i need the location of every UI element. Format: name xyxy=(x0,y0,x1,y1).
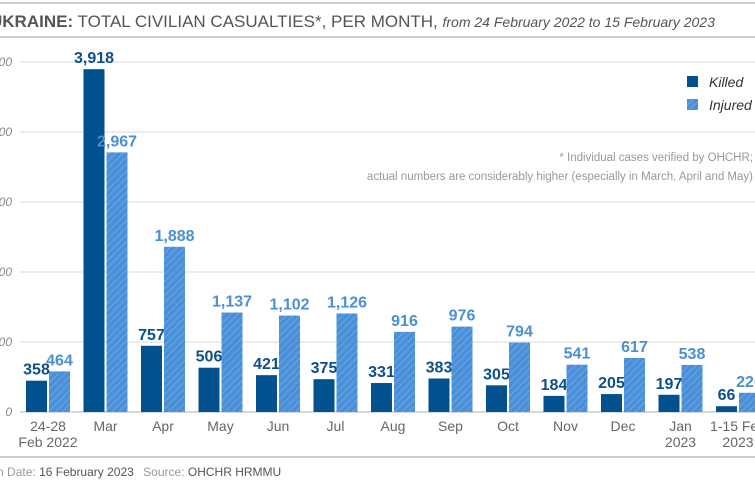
value-label-killed: 66 xyxy=(718,387,736,404)
value-label-killed: 197 xyxy=(656,376,683,393)
bar-injured xyxy=(509,342,530,412)
value-label-killed: 184 xyxy=(541,377,568,394)
x-tick-label: Mar xyxy=(93,418,117,434)
y-tick-label: 1,600 xyxy=(0,265,12,279)
value-label-injured: 916 xyxy=(391,313,418,330)
legend: Killed Injured xyxy=(687,74,753,113)
footer: Publication Date: 16 February 2023 Sourc… xyxy=(0,465,281,479)
x-tick-label: 24-28 xyxy=(30,418,66,434)
value-label-injured: 541 xyxy=(564,346,591,363)
bar-killed xyxy=(543,395,565,412)
value-label-injured: 1,888 xyxy=(154,228,194,245)
legend-label-killed: Killed xyxy=(709,74,744,90)
bar-injured xyxy=(624,358,645,412)
x-tick-label: Aug xyxy=(381,418,406,434)
value-label-killed: 331 xyxy=(368,364,395,381)
bar-killed xyxy=(313,379,335,412)
bar-injured xyxy=(336,313,358,412)
bar-injured xyxy=(164,246,185,412)
x-tick-label: 1-15 Feb xyxy=(710,418,755,434)
x-tick-label: Sep xyxy=(438,418,463,434)
bar-killed xyxy=(658,394,680,412)
value-label-injured: 1,137 xyxy=(212,294,252,311)
value-label-killed: 757 xyxy=(138,327,165,344)
value-label-injured: 538 xyxy=(679,346,706,363)
x-tick-label: Jan xyxy=(669,418,692,434)
value-label-killed: 383 xyxy=(426,359,453,376)
bar-killed xyxy=(428,378,450,412)
value-label-injured: 464 xyxy=(46,352,73,369)
y-tick-label: 800 xyxy=(0,335,12,349)
y-tick-label: 3,200 xyxy=(0,125,12,139)
x-tick-label: Jun xyxy=(267,418,290,434)
value-label-killed: 305 xyxy=(483,366,510,383)
bar-killed xyxy=(486,385,507,412)
value-label-injured: 976 xyxy=(449,308,476,325)
x-tick-label: 2023 xyxy=(665,434,696,450)
x-tick-label: Nov xyxy=(553,418,578,434)
y-tick-label: 0 xyxy=(5,405,12,419)
bar-killed xyxy=(26,380,47,412)
value-label-injured: 794 xyxy=(506,324,533,341)
value-label-injured: 1,102 xyxy=(269,297,309,314)
value-label-killed: 375 xyxy=(311,360,338,377)
x-tick-label: Feb 2022 xyxy=(18,434,77,450)
bar-killed xyxy=(601,394,622,412)
x-tick-label: May xyxy=(207,418,233,434)
bar-killed xyxy=(83,69,105,413)
bar-injured xyxy=(221,312,243,412)
value-label-killed: 421 xyxy=(253,356,280,373)
x-tick-label: Apr xyxy=(152,418,174,434)
bar-killed xyxy=(371,383,392,412)
bar-injured xyxy=(681,364,703,412)
bar-injured xyxy=(106,152,128,412)
value-label-killed: 506 xyxy=(196,349,223,366)
bar-injured xyxy=(451,326,473,412)
bar-killed xyxy=(141,345,162,412)
x-tick-label: Jul xyxy=(327,418,345,434)
footnote-line1: * Individual cases verified by OHCHR; xyxy=(559,152,753,164)
bar-killed xyxy=(198,367,220,412)
value-label-injured: 2,967 xyxy=(97,133,137,150)
value-label-injured: 1,126 xyxy=(327,294,367,311)
bar-injured xyxy=(49,371,70,412)
chart-title: UKRAINE: TOTAL CIVILIAN CASUALTIES*, PER… xyxy=(0,12,715,31)
value-label-killed: 205 xyxy=(598,375,625,392)
x-tick-label: 2023 xyxy=(722,434,753,450)
footnote-line2: actual numbers are considerably higher (… xyxy=(367,171,753,183)
x-tick-label: Dec xyxy=(611,418,636,434)
value-label-killed: 358 xyxy=(23,362,50,379)
value-label-injured: 617 xyxy=(621,339,648,356)
legend-swatch-injured xyxy=(687,99,698,110)
bar-injured xyxy=(566,364,588,412)
y-tick-label: 4,000 xyxy=(0,55,12,69)
bar-injured xyxy=(279,315,300,412)
bar-injured xyxy=(739,392,755,412)
value-label-killed: 3,918 xyxy=(74,50,114,67)
bar-killed xyxy=(256,375,277,412)
legend-label-injured: Injured xyxy=(709,97,753,113)
legend-swatch-killed xyxy=(687,76,698,87)
x-tick-label: Oct xyxy=(497,418,519,434)
value-label-injured: 220 xyxy=(736,374,755,391)
y-tick-label: 2,400 xyxy=(0,195,12,209)
bar-injured xyxy=(394,331,415,412)
bar-killed xyxy=(716,406,737,412)
